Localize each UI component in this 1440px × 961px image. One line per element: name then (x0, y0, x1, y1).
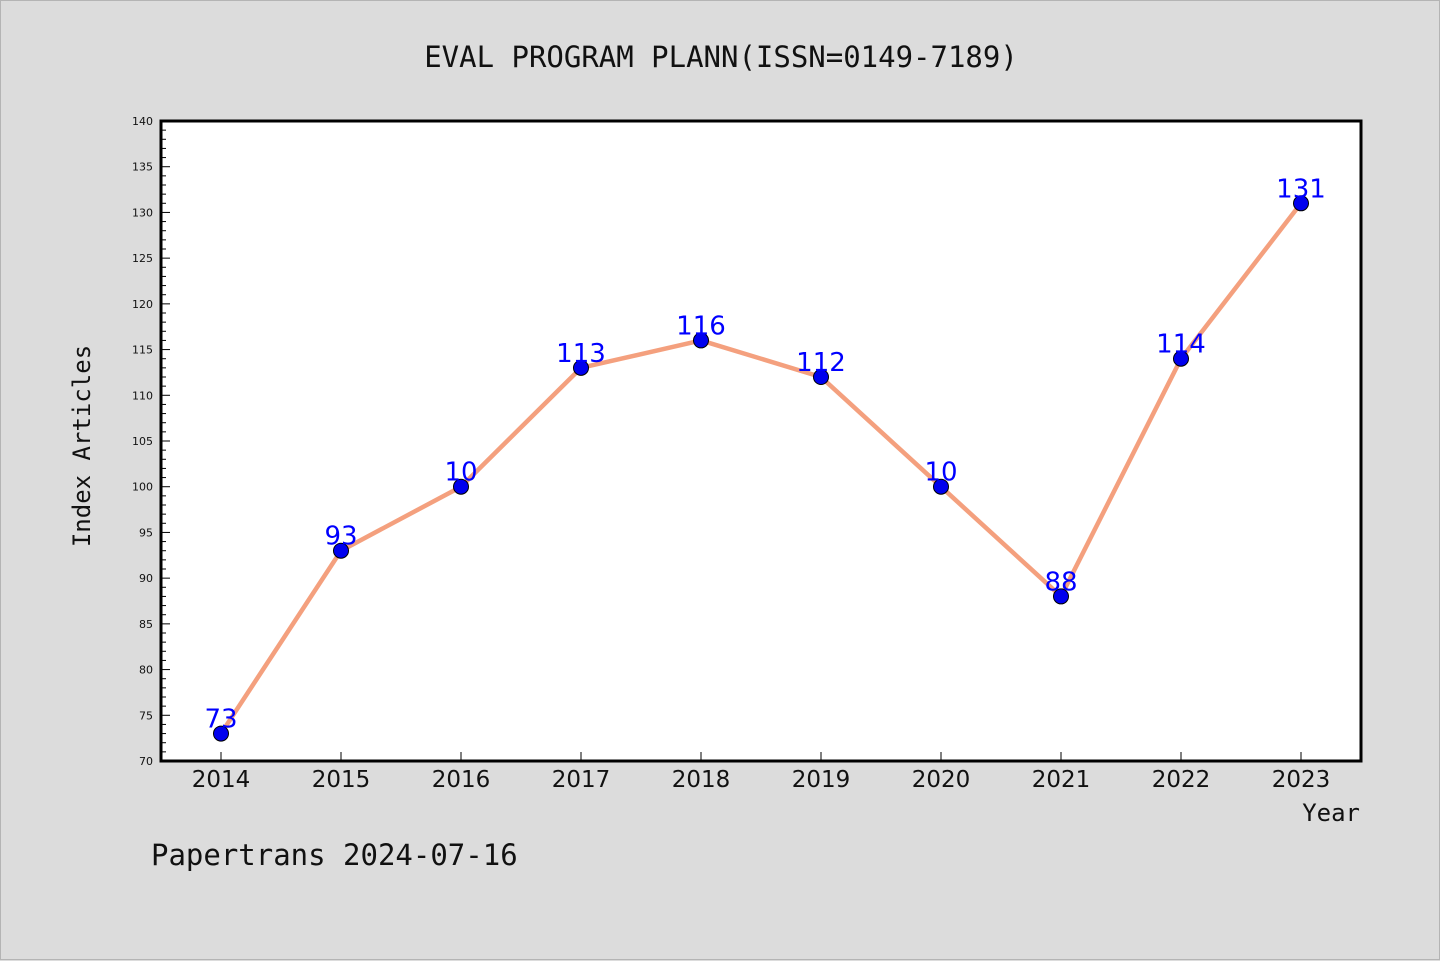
y-tick-label: 80 (139, 664, 153, 677)
data-point (933, 478, 949, 495)
data-point (1173, 350, 1189, 367)
chart-title: EVAL PROGRAM PLANN(ISSN=0149-7189) (424, 40, 1018, 74)
data-point (333, 542, 349, 559)
data-point (1293, 195, 1309, 212)
x-axis: 2014 2015 2016 2017 2018 2019 2020 2021 2022 2023 (192, 752, 1331, 793)
plot-area (159, 119, 1363, 763)
data-label: 88 (1044, 567, 1077, 597)
series-group (213, 195, 1309, 742)
y-tick-label: 75 (139, 709, 153, 722)
footer-text: Papertrans 2024-07-16 (151, 838, 518, 872)
series-line (218, 201, 1304, 736)
y-tick-label: 70 (139, 755, 153, 768)
y-tick-label: 90 (139, 572, 153, 585)
x-tick-label: 2023 (1272, 767, 1331, 793)
y-tick-label: 130 (132, 206, 153, 219)
x-tick-label: 2019 (792, 767, 851, 793)
data-point (693, 332, 709, 349)
data-label: 10 (444, 458, 477, 488)
data-label: 93 (324, 522, 357, 552)
y-tick-label: 120 (132, 298, 153, 311)
x-tick-label: 2022 (1152, 767, 1211, 793)
data-point (453, 478, 469, 495)
y-axis: 70 75 80 85 90 95 100 105 110 115 120 125 130 135 140 (132, 115, 170, 768)
data-point (1053, 588, 1069, 605)
data-label: 10 (924, 458, 957, 488)
data-label: 131 (1276, 174, 1326, 204)
data-label: 113 (556, 339, 606, 369)
data-label: 112 (796, 348, 846, 378)
x-tick-label: 2020 (912, 767, 971, 793)
x-tick-label: 2015 (312, 767, 371, 793)
data-labels-group: 73 93 10 113 116 112 10 88 114 131 (204, 174, 1325, 734)
y-tick-label: 100 (132, 481, 153, 494)
data-label: 73 (204, 705, 237, 735)
x-tick-label: 2018 (672, 767, 731, 793)
data-point (573, 359, 589, 376)
x-tick-label: 2021 (1032, 767, 1091, 793)
y-tick-label: 115 (132, 344, 153, 357)
x-tick-label: 2016 (432, 767, 491, 793)
y-tick-label: 95 (139, 526, 153, 539)
y-tick-label: 135 (132, 161, 153, 174)
x-axis-title: Year (1302, 799, 1360, 827)
y-tick-label: 110 (132, 389, 153, 402)
x-tick-label: 2017 (552, 767, 611, 793)
data-label: 116 (676, 311, 726, 341)
x-tick-label: 2014 (192, 767, 251, 793)
y-tick-label: 140 (132, 115, 153, 128)
data-label: 114 (1156, 330, 1206, 360)
data-point (213, 725, 229, 742)
y-axis-title: Index Articles (68, 345, 96, 547)
y-tick-label: 125 (132, 252, 153, 265)
y-tick-label: 85 (139, 618, 153, 631)
y-tick-label: 105 (132, 435, 153, 448)
data-point (813, 369, 829, 385)
